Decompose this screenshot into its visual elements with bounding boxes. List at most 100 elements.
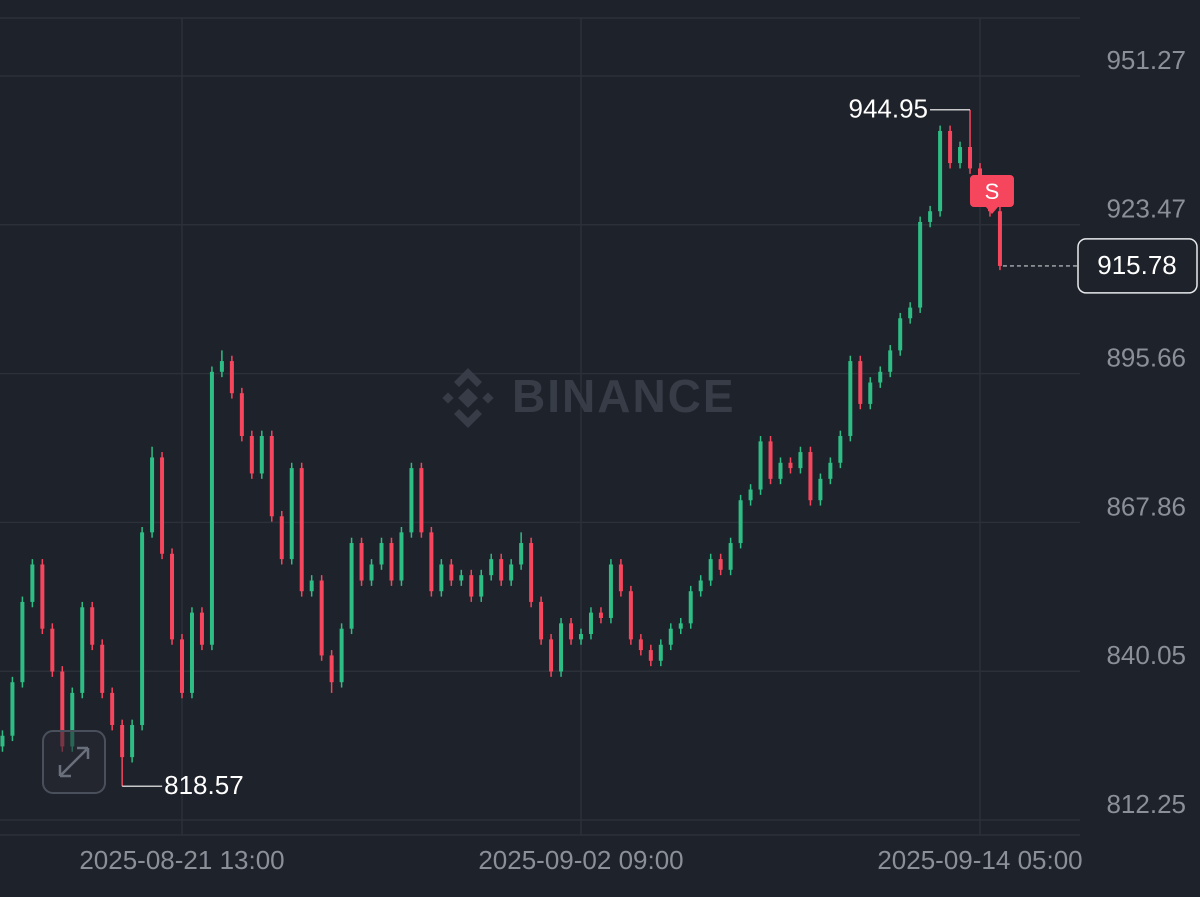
candle-body <box>269 436 274 517</box>
candle-body <box>289 468 294 560</box>
candle-body <box>888 350 893 372</box>
candle-body <box>728 543 733 570</box>
candle-body <box>389 543 394 581</box>
candle-body <box>638 639 643 651</box>
candle-body <box>898 318 903 351</box>
candle-body <box>708 559 713 581</box>
y-tick-label: 923.47 <box>1106 194 1186 224</box>
candle-body <box>569 623 574 640</box>
candle-body <box>559 623 564 672</box>
candle-body <box>818 478 823 501</box>
candle-body <box>459 575 464 581</box>
candle-body <box>110 692 115 726</box>
candle-body <box>948 130 953 164</box>
expand-icon <box>58 746 90 778</box>
candle-body <box>648 650 653 661</box>
candle-body <box>60 671 65 747</box>
candles <box>0 109 1002 787</box>
candle-body <box>379 543 384 565</box>
candle-body <box>878 371 883 383</box>
candle-body <box>808 452 813 501</box>
candle-body <box>369 564 374 581</box>
candle-body <box>758 441 763 490</box>
x-tick-label: 2025-09-02 09:00 <box>478 845 683 875</box>
candle-body <box>140 532 145 726</box>
candle-body <box>588 612 593 635</box>
candle-body <box>199 612 204 645</box>
candle-body <box>339 628 344 683</box>
candle-body <box>539 601 544 640</box>
candle-body <box>399 532 404 581</box>
candle-body <box>958 147 963 164</box>
candle-body <box>209 371 214 645</box>
candle-body <box>309 580 314 592</box>
candle-body <box>788 462 793 469</box>
x-tick-label: 2025-09-14 05:00 <box>877 845 1082 875</box>
low-marker-label: 818.57 <box>164 770 244 800</box>
candle-body <box>70 692 75 747</box>
y-tick-label: 812.25 <box>1106 789 1186 819</box>
candle-body <box>928 211 933 222</box>
candle-body <box>918 221 923 308</box>
candle-body <box>50 628 55 672</box>
candle-body <box>189 612 194 693</box>
candle-body <box>489 559 494 576</box>
candle-body <box>150 457 155 533</box>
candle-body <box>439 564 444 592</box>
watermark-text: BINANCE <box>512 370 736 422</box>
candle-body <box>349 543 354 629</box>
candle-body <box>479 575 484 597</box>
candle-body <box>80 607 85 693</box>
candle-body <box>160 457 165 554</box>
candle-body <box>798 452 803 469</box>
candle-body <box>429 532 434 592</box>
y-tick-label: 840.05 <box>1106 640 1186 670</box>
candle-body <box>120 725 125 758</box>
candle-body <box>848 361 853 437</box>
candle-body <box>469 575 474 597</box>
candle-body <box>100 644 105 693</box>
candle-body <box>359 543 364 581</box>
candle-body <box>409 468 414 533</box>
candle-body <box>738 500 743 544</box>
candle-body <box>778 462 783 479</box>
candle-body <box>20 601 25 683</box>
candle-body <box>529 543 534 602</box>
last-price-box <box>1077 238 1198 294</box>
candle-body <box>219 361 224 372</box>
candle-body <box>30 564 35 602</box>
candle-body <box>678 623 683 629</box>
candle-body <box>10 682 15 736</box>
x-tick-label: 2025-08-21 13:00 <box>79 845 284 875</box>
candle-body <box>838 436 843 463</box>
candle-body <box>499 559 504 581</box>
candle-body <box>748 489 753 501</box>
candle-body <box>279 516 284 560</box>
candle-body <box>259 436 264 474</box>
candle-body <box>249 436 254 474</box>
candle-body <box>0 735 5 747</box>
candle-body <box>170 553 175 640</box>
candle-body <box>688 591 693 624</box>
candle-body <box>628 591 633 640</box>
candle-body <box>768 441 773 479</box>
candle-body <box>668 628 673 645</box>
candle-body <box>549 639 554 672</box>
candle-body <box>90 607 95 645</box>
candle-body <box>718 559 723 570</box>
candle-body <box>828 462 833 479</box>
candle-body <box>299 468 304 592</box>
candle-body <box>449 564 454 581</box>
signal-label: S <box>985 179 1000 204</box>
y-tick-label: 895.66 <box>1106 342 1186 372</box>
candle-body <box>519 543 524 565</box>
expand-button[interactable] <box>42 730 106 794</box>
candle-body <box>598 612 603 618</box>
candle-body <box>968 147 973 169</box>
signal-badge <box>969 175 1014 214</box>
candle-body <box>608 564 613 618</box>
candle-body <box>239 393 244 437</box>
candle-body <box>419 468 424 533</box>
